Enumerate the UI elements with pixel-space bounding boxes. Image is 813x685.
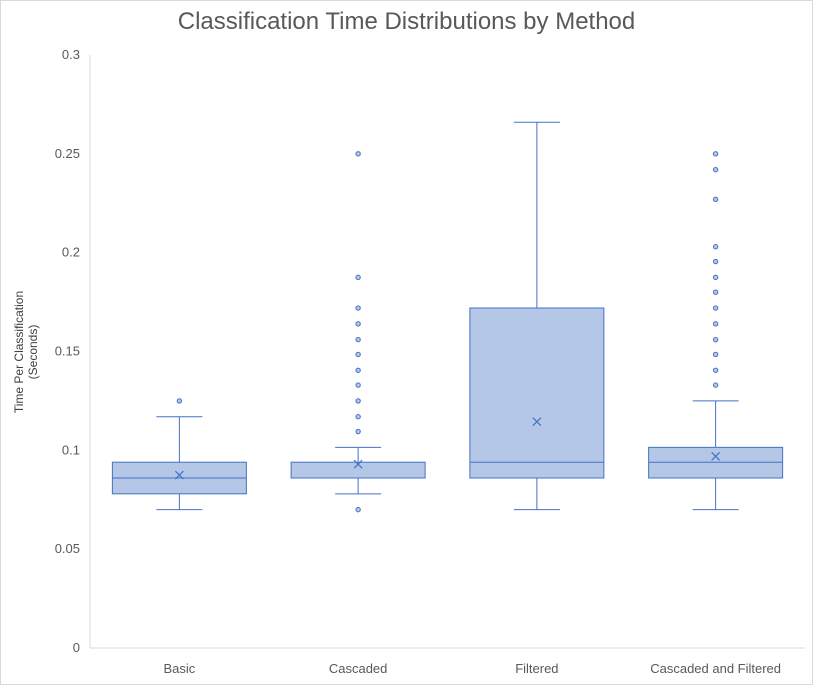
outlier-point [712, 244, 719, 250]
outlier-point [712, 367, 719, 373]
outlier-point [712, 382, 719, 388]
y-tick-label: 0.05 [55, 541, 80, 556]
outlier-point [355, 428, 361, 435]
mean-marker [353, 459, 363, 469]
x-tick-label: Filtered [515, 661, 558, 676]
iqr-box [469, 307, 605, 479]
outlier-point [355, 321, 361, 327]
outlier-point [355, 367, 361, 373]
outlier-point [355, 305, 361, 311]
outlier-point [712, 274, 719, 281]
outlier-point [712, 166, 719, 173]
y-tick-label: 0.15 [55, 344, 80, 359]
y-tick-label: 0.2 [62, 245, 80, 260]
outlier-point [355, 414, 361, 420]
outlier-point [712, 321, 719, 327]
outlier-point [355, 398, 361, 404]
outlier-point [355, 506, 361, 513]
chart-title: Classification Time Distributions by Met… [177, 8, 636, 35]
outlier-point [712, 336, 719, 343]
x-tick-label: Cascaded and Filtered [650, 661, 781, 676]
y-tick-label: 0.1 [62, 442, 80, 457]
x-tick-label: Cascaded [329, 661, 388, 676]
mean-marker [532, 417, 542, 427]
outlier-point [712, 258, 719, 265]
outlier-point [355, 274, 361, 281]
outlier-point [176, 398, 183, 404]
outlier-point [355, 336, 361, 343]
x-tick-label: Basic [163, 661, 195, 676]
outlier-point [712, 196, 719, 202]
mean-marker [711, 451, 721, 461]
outlier-point [712, 351, 719, 358]
outlier-point [355, 151, 361, 157]
y-tick-label: 0 [73, 640, 80, 655]
outlier-point [712, 151, 719, 157]
outlier-point [355, 351, 361, 358]
outlier-point [355, 382, 361, 388]
outlier-point [712, 289, 719, 295]
y-tick-label: 0.25 [55, 146, 80, 161]
y-tick-label: 0.3 [62, 47, 80, 62]
mean-marker [174, 470, 184, 480]
outlier-point [712, 305, 719, 311]
